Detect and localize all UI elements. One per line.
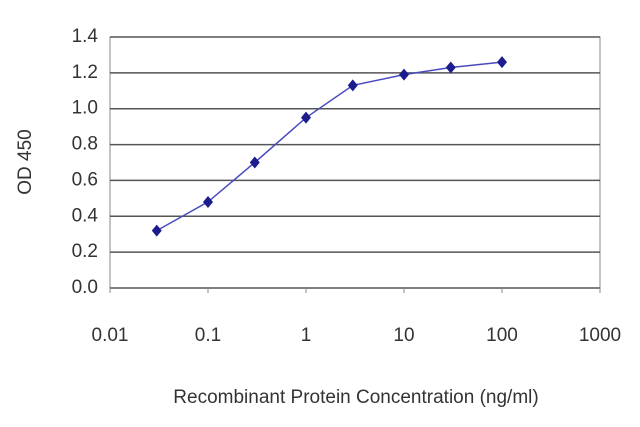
series-line <box>156 61 503 232</box>
data-point <box>497 56 507 69</box>
y-tick-label: 1.4 <box>72 26 99 47</box>
y-tick-label: 1.2 <box>72 62 98 83</box>
data-point <box>249 156 260 169</box>
x-tick-label: 0.01 <box>92 325 129 346</box>
x-axis-label: Recombinant Protein Concentration (ng/ml… <box>173 387 538 408</box>
data-point <box>203 195 213 208</box>
data-point <box>445 61 456 74</box>
data-point <box>301 111 311 124</box>
y-tick-label: 0.4 <box>72 205 99 226</box>
y-tick-label: 1.0 <box>72 98 98 119</box>
y-tick-label: 0.2 <box>72 241 98 262</box>
y-axis-label: OD 450 <box>15 129 36 194</box>
y-tick-label: 0.6 <box>72 169 98 190</box>
x-tick-label: 0.1 <box>195 325 221 346</box>
x-tick-label: 1000 <box>579 325 621 346</box>
x-tick-label: 1 <box>301 325 312 346</box>
data-point <box>151 224 162 237</box>
plot-area <box>109 36 601 289</box>
y-tick-label: 0.0 <box>72 277 98 298</box>
x-tick-label: 10 <box>393 325 414 346</box>
x-tick-label: 100 <box>486 325 518 346</box>
y-tick-label: 0.8 <box>72 134 98 155</box>
data-point <box>347 79 358 92</box>
data-point <box>399 68 409 81</box>
